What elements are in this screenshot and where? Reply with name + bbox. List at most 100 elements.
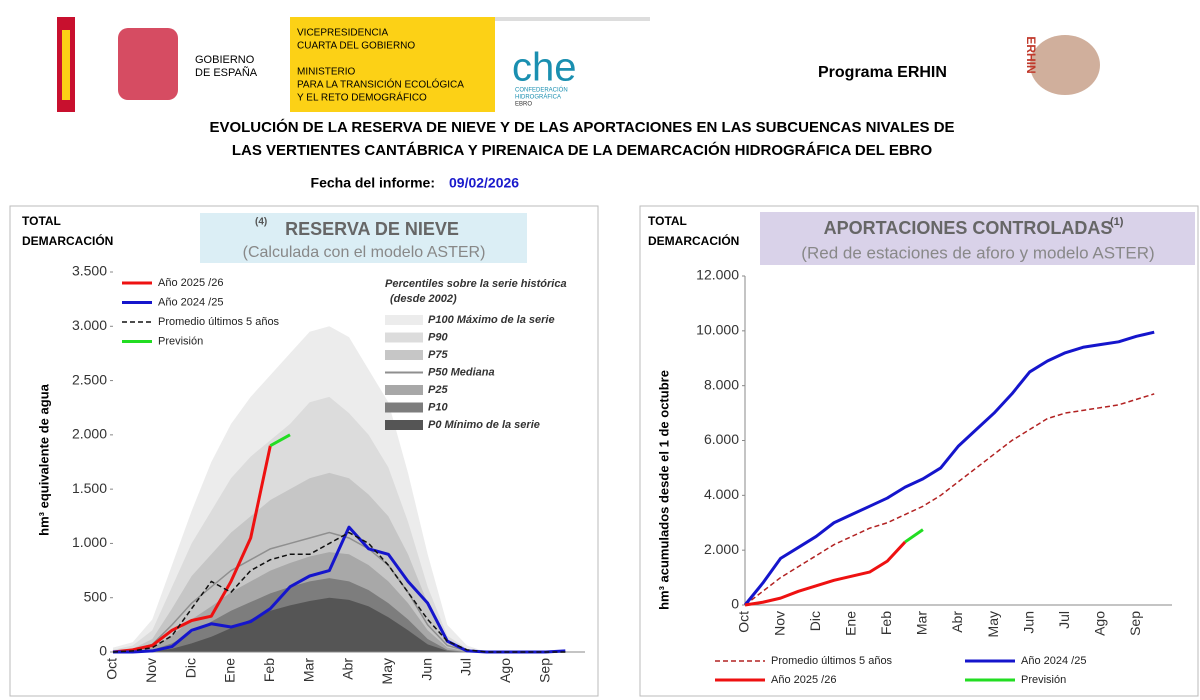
series-line <box>112 445 272 654</box>
x-tick-label: Jul <box>458 658 474 676</box>
legend-label: Previsión <box>1021 674 1066 686</box>
legend-label: P100 Máximo de la serie <box>428 314 555 326</box>
coat-of-arms <box>118 28 178 100</box>
x-tick-label: Abr <box>340 658 356 680</box>
x-tick-label: Sep <box>1127 611 1143 636</box>
legend-swatch <box>385 315 423 325</box>
y-tick-label: 1.000 <box>72 534 107 550</box>
panel <box>9 205 599 697</box>
y-tick-label: 2.500 <box>72 371 107 387</box>
legend-label: Año 2025 /26 <box>158 277 223 289</box>
y-tick-label: 500 <box>84 588 108 604</box>
legend-label: Año 2024 /25 <box>158 296 223 308</box>
y-tick-label: 1.500 <box>72 480 107 496</box>
x-tick-label: Dic <box>807 611 823 631</box>
series-line <box>744 540 907 607</box>
legend-label: Promedio últimos 5 años <box>158 316 280 328</box>
flag-strip <box>62 30 70 100</box>
chart-subtitle: (Red de estaciones de aforo y modelo AST… <box>801 243 1154 262</box>
chart-subtitle: (Calculada con el modelo ASTER) <box>243 244 486 261</box>
logo-text: CUARTA DEL GOBIERNO <box>297 41 415 52</box>
logo-text: DE ESPAÑA <box>195 66 258 79</box>
x-tick-label: Sep <box>536 658 552 683</box>
y-tick-label: 3.000 <box>72 317 107 333</box>
y-tick-label: 2.000 <box>704 541 739 557</box>
region: TOTAL <box>648 214 687 228</box>
date: 09/02/2026 <box>449 175 519 191</box>
percentiles-title: Percentiles sobre la serie histórica <box>385 278 567 290</box>
logo-text: MINISTERIO <box>297 67 356 78</box>
program-name: Programa ERHIN <box>818 64 947 81</box>
legend-swatch <box>385 350 423 360</box>
percentile-band <box>113 597 566 652</box>
report-title: EVOLUCIÓN DE LA RESERVA DE NIEVE Y DE LA… <box>209 118 954 136</box>
x-tick-label: May <box>379 658 395 684</box>
title-box <box>760 212 1195 265</box>
y-tick-label: 3.500 <box>72 263 107 279</box>
x-tick-label: Oct <box>736 611 752 633</box>
x-tick-label: Jun <box>418 658 434 681</box>
y-tick-label: 4.000 <box>704 486 739 502</box>
percentiles-title: (desde 2002) <box>390 293 457 305</box>
series-line <box>112 531 566 653</box>
x-tick-label: Feb <box>261 658 277 682</box>
legend-swatch <box>385 385 423 395</box>
erhin-logo <box>1030 35 1100 95</box>
erhin-text: ERHIN <box>1024 36 1038 73</box>
x-tick-label: Oct <box>104 658 120 680</box>
chart-title: RESERVA DE NIEVE <box>285 219 459 239</box>
logo-text: PARA LA TRANSICIÓN ECOLÓGICA <box>297 78 464 91</box>
series-line <box>269 433 291 448</box>
logo-text: GOBIERNO <box>195 54 255 66</box>
logo-bg <box>75 17 290 112</box>
title-box <box>200 213 527 263</box>
legend-label: P25 <box>428 384 448 396</box>
logo-text: VICEPRESIDENCIA <box>297 28 388 39</box>
divider <box>495 17 650 21</box>
logo-text: Y EL RETO DEMOGRÁFICO <box>297 91 427 104</box>
y-axis-label: hm³ acumulados desde el 1 de octubre <box>656 370 671 610</box>
note: (1) <box>1110 216 1124 228</box>
region: DEMARCACIÓN <box>22 233 113 248</box>
region: TOTAL <box>22 214 61 228</box>
legend-label: Promedio últimos 5 años <box>771 655 893 667</box>
series-line <box>743 330 1155 606</box>
note: (4) <box>255 217 267 228</box>
legend-label: P10 <box>428 401 448 413</box>
x-tick-label: Dic <box>182 658 198 678</box>
x-tick-label: Mar <box>914 611 930 635</box>
series-line <box>904 528 924 544</box>
x-tick-label: Feb <box>878 611 894 635</box>
legend-swatch <box>385 332 423 343</box>
che-logo: che <box>512 46 577 90</box>
y-tick-label: 0 <box>731 596 739 612</box>
che-sub: EBRO <box>515 102 532 108</box>
legend-label: P50 Mediana <box>428 366 495 378</box>
region: DEMARCACIÓN <box>648 233 739 248</box>
legend-swatch <box>385 420 423 430</box>
legend-label: Año 2024 /25 <box>1021 655 1086 667</box>
y-tick-label: 0 <box>99 643 107 659</box>
x-tick-label: Abr <box>949 611 965 633</box>
y-tick-label: 6.000 <box>704 431 739 447</box>
series-line <box>744 393 1155 606</box>
che-sub: HIDROGRÁFICA <box>515 94 561 101</box>
y-axis-label: hm³ equivalente de agua <box>36 383 51 535</box>
panel <box>639 205 1199 697</box>
legend-label: P90 <box>428 331 448 343</box>
x-tick-label: Jun <box>1020 611 1036 634</box>
x-tick-label: Ago <box>1092 611 1108 636</box>
legend-swatch <box>385 402 423 413</box>
chart-title: APORTACIONES CONTROLADAS <box>824 218 1113 238</box>
y-tick-label: 8.000 <box>704 376 739 392</box>
x-tick-label: Jul <box>1056 611 1072 629</box>
y-tick-label: 12.000 <box>696 267 739 283</box>
date-label: Fecha del informe: <box>311 175 435 191</box>
x-tick-label: Nov <box>143 658 159 683</box>
gobierno-logo: GOBIERNO DE ESPAÑA VICEPRESIDENCIA CUART… <box>57 17 495 112</box>
x-tick-label: Ene <box>842 611 858 636</box>
x-tick-label: Ago <box>497 658 513 683</box>
legend-label: Previsión <box>158 335 203 347</box>
report-title: LAS VERTIENTES CANTÁBRICA Y PIRENAICA DE… <box>232 141 933 159</box>
